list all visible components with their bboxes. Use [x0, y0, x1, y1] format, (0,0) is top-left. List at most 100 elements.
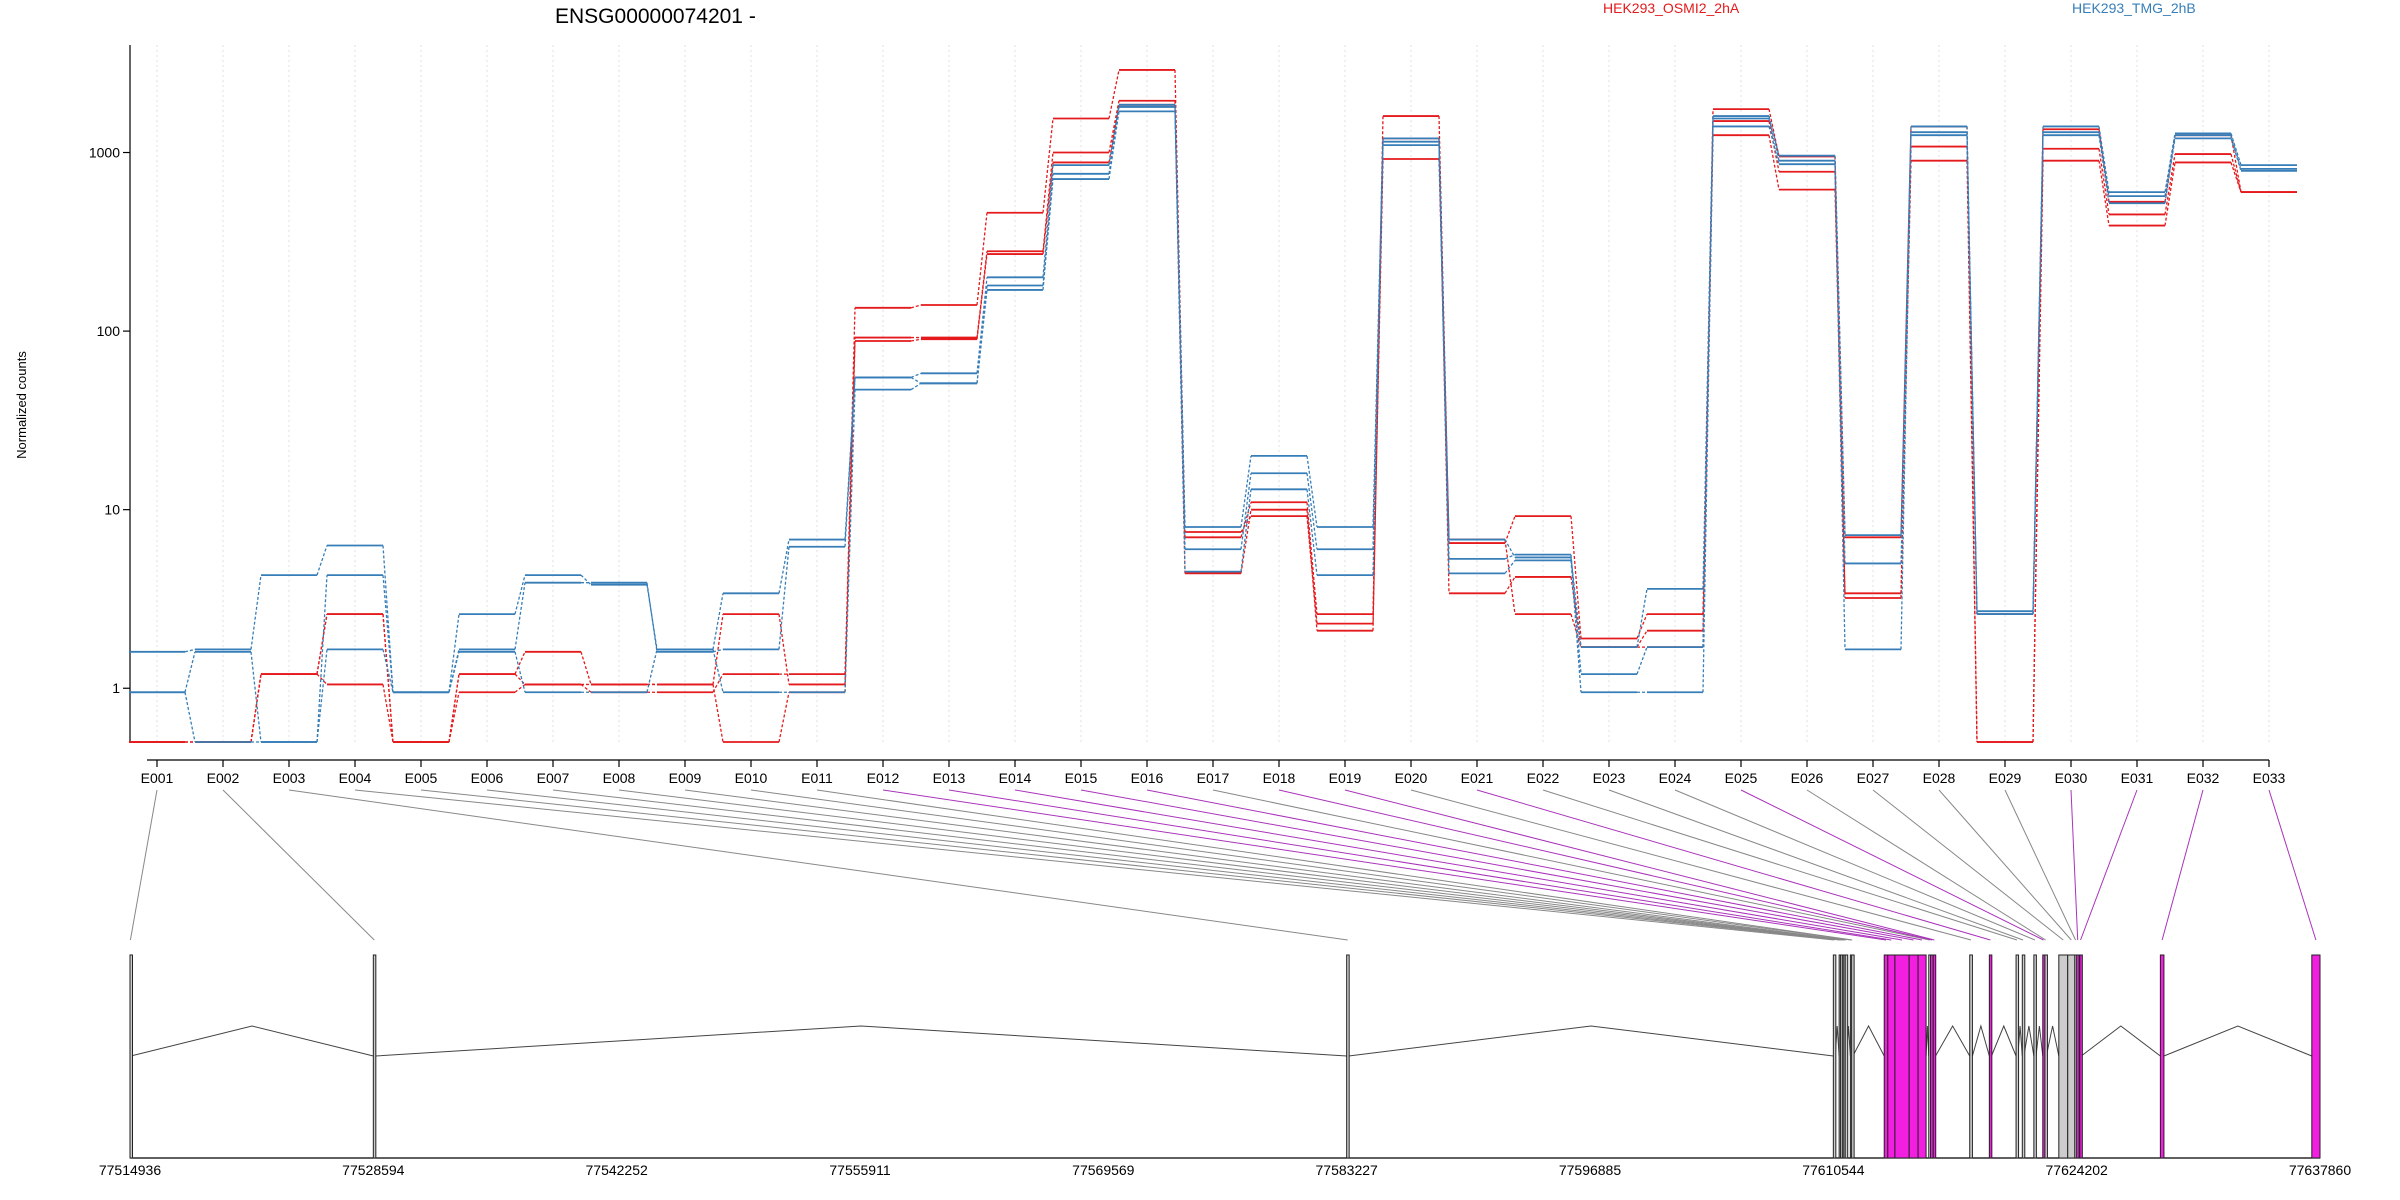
series-connector	[1504, 559, 1516, 574]
series-connector	[1702, 116, 1714, 589]
exon-link-line	[684, 789, 1846, 941]
series-connector	[1306, 516, 1318, 624]
x-tick-label: E023	[1593, 770, 1626, 786]
exon-box	[1887, 954, 1896, 1159]
series-connector	[1702, 126, 1714, 693]
series-connector	[1240, 502, 1252, 538]
intron-line	[1971, 1024, 1990, 1057]
series-connector	[250, 575, 262, 650]
series-connector	[712, 593, 724, 650]
series-connector	[844, 377, 856, 547]
intron-line	[2045, 1025, 2060, 1057]
series-connector	[1042, 152, 1054, 252]
series-connector	[184, 692, 196, 743]
genomic-tick-label: 77624202	[2046, 1162, 2109, 1178]
series-connector	[844, 389, 856, 693]
exon-link-line	[1740, 789, 2044, 941]
series-connector	[1108, 106, 1120, 174]
series-connector	[382, 684, 394, 743]
genomic-tick-label: 77542252	[586, 1162, 649, 1178]
x-tick-label: E025	[1725, 770, 1758, 786]
grid-lines	[156, 45, 2270, 742]
x-tick-label: E009	[669, 770, 702, 786]
series-connector	[184, 651, 196, 693]
series-connector	[448, 651, 460, 693]
series-connector	[1966, 135, 1978, 612]
series-connector	[1504, 576, 1516, 594]
series-connector	[712, 649, 724, 693]
series-connector	[976, 253, 988, 340]
exon-link-line	[288, 789, 1348, 941]
series-connector	[1306, 502, 1318, 615]
x-tick-label: E018	[1263, 770, 1296, 786]
series-connector	[2164, 162, 2176, 226]
series-connector	[250, 651, 262, 743]
series-connector	[1240, 473, 1252, 550]
series-connector	[316, 673, 328, 685]
x-tick-label: E031	[2121, 770, 2154, 786]
series-connector	[1108, 69, 1120, 119]
genomic-tick-label: 77637860	[2289, 1162, 2352, 1178]
series-connector	[778, 692, 790, 743]
series-connector	[2098, 135, 2110, 204]
genomic-tick-label: 77569569	[1072, 1162, 1135, 1178]
genomic-tick-label: 77514936	[99, 1162, 162, 1178]
exon-link-line	[2161, 789, 2204, 941]
series-connector	[712, 614, 724, 685]
exon-link-line	[222, 789, 375, 941]
exon-link-line	[1410, 789, 1972, 941]
series-connector	[1042, 162, 1054, 255]
x-tick-label: E003	[273, 770, 306, 786]
series-connector	[1108, 104, 1120, 166]
exon-link-line	[552, 789, 1844, 941]
x-tick-label: E026	[1791, 770, 1824, 786]
series-connector	[910, 372, 922, 379]
exon-link-line	[486, 789, 1842, 941]
x-tick-label: E004	[339, 770, 372, 786]
series-connector	[1636, 630, 1648, 648]
series-connector	[2164, 153, 2176, 215]
y-tick-label: 100	[97, 323, 121, 339]
series-connector	[1174, 111, 1186, 572]
series-line	[129, 103, 2297, 743]
exon-link-line	[2268, 789, 2317, 941]
series-connector	[778, 614, 790, 685]
genomic-tick-label: 77596885	[1559, 1162, 1622, 1178]
series-connector	[2032, 135, 2044, 612]
series-connector	[844, 337, 856, 675]
exon-link-line	[1938, 789, 2072, 941]
series-connector	[1042, 179, 1054, 290]
series-connector	[316, 545, 328, 576]
series-connector	[1306, 489, 1318, 576]
series-connector	[1504, 554, 1516, 560]
exon-box	[2021, 954, 2026, 1159]
intron-line	[1348, 1025, 1834, 1057]
series-connector	[976, 251, 988, 338]
x-tick-label: E020	[1395, 770, 1428, 786]
series-connector	[2032, 160, 2044, 743]
series-connector	[1768, 135, 1780, 190]
series-connector	[382, 545, 394, 693]
exon-box	[1988, 954, 1993, 1159]
series-connector	[1372, 141, 1384, 550]
intron-line	[1935, 1024, 1971, 1057]
intron-line	[2035, 1025, 2044, 1057]
exon-box	[1908, 954, 1919, 1159]
exon-link-line	[1476, 789, 1991, 941]
series-connector	[316, 614, 328, 675]
series-connector	[910, 382, 922, 391]
exon-link-line	[1542, 789, 2018, 941]
x-tick-label: E024	[1659, 770, 1692, 786]
series-connector	[1636, 613, 1648, 639]
series-connector	[1372, 145, 1384, 576]
x-tick-label: E008	[603, 770, 636, 786]
y-tick-label: 1	[112, 680, 120, 696]
series-connector	[1834, 164, 1846, 650]
series-connector	[1438, 141, 1450, 559]
exon-link-line	[2004, 789, 2077, 941]
series-connector	[1174, 104, 1186, 527]
x-tick-label: E014	[999, 770, 1032, 786]
y-tick-label: 1000	[89, 145, 120, 161]
exon-box	[1883, 954, 1889, 1159]
